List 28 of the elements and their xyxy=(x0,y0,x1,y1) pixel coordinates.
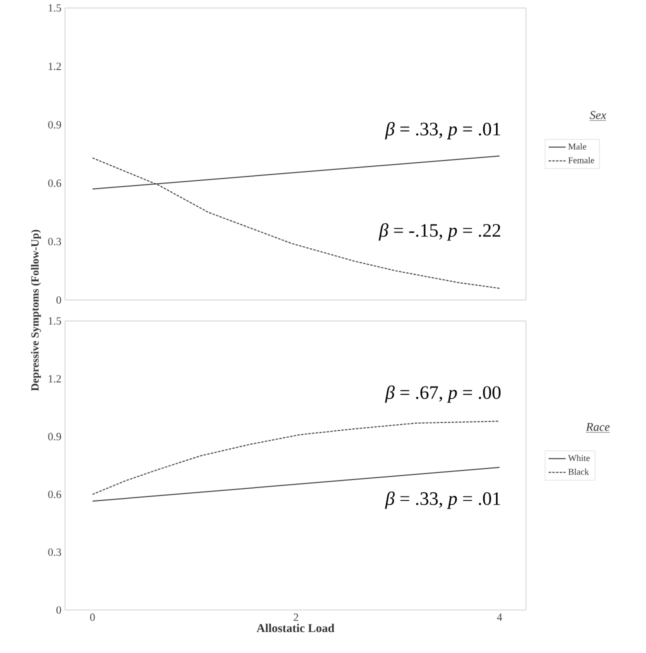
y-tick-label: 0.6 xyxy=(48,490,62,498)
legend-title: Sex xyxy=(590,111,606,120)
y-tick-label: 1.5 xyxy=(48,4,62,12)
y-tick-label: 0.3 xyxy=(48,238,62,246)
annotation: β = .67, p = .00 xyxy=(385,385,501,403)
annotation: β = -.15, p = .22 xyxy=(378,223,500,241)
y-tick-label: 0.6 xyxy=(48,179,62,187)
legend-label: Black xyxy=(568,468,590,475)
y-tick-label: 1.2 xyxy=(48,62,61,70)
x-tick-label: 0 xyxy=(90,614,95,621)
y-tick-label: 0 xyxy=(56,296,62,304)
legend-title: Race xyxy=(586,422,610,431)
x-axis-title: Allostatic Load xyxy=(256,624,334,632)
annotation: β = .33, p = .01 xyxy=(385,122,500,140)
y-tick-label: 0.9 xyxy=(48,121,62,129)
y-tick-label: 0.9 xyxy=(48,432,62,440)
y-tick-label: 0 xyxy=(56,606,62,614)
y-axis-title: Depressive Symptoms (Follow-Up) xyxy=(30,230,41,391)
x-tick-label: 2 xyxy=(294,614,298,621)
x-tick-label: 4 xyxy=(497,614,502,621)
legend-label: White xyxy=(568,454,590,462)
line-series xyxy=(92,157,500,289)
y-tick-label: 1.5 xyxy=(48,317,62,325)
y-tick-label: 0.3 xyxy=(48,548,62,556)
y-tick-label: 1.2 xyxy=(48,375,61,383)
legend-label: Female xyxy=(568,156,594,164)
legend-label: Male xyxy=(568,143,586,150)
annotation: β = .33, p = .01 xyxy=(385,492,500,509)
